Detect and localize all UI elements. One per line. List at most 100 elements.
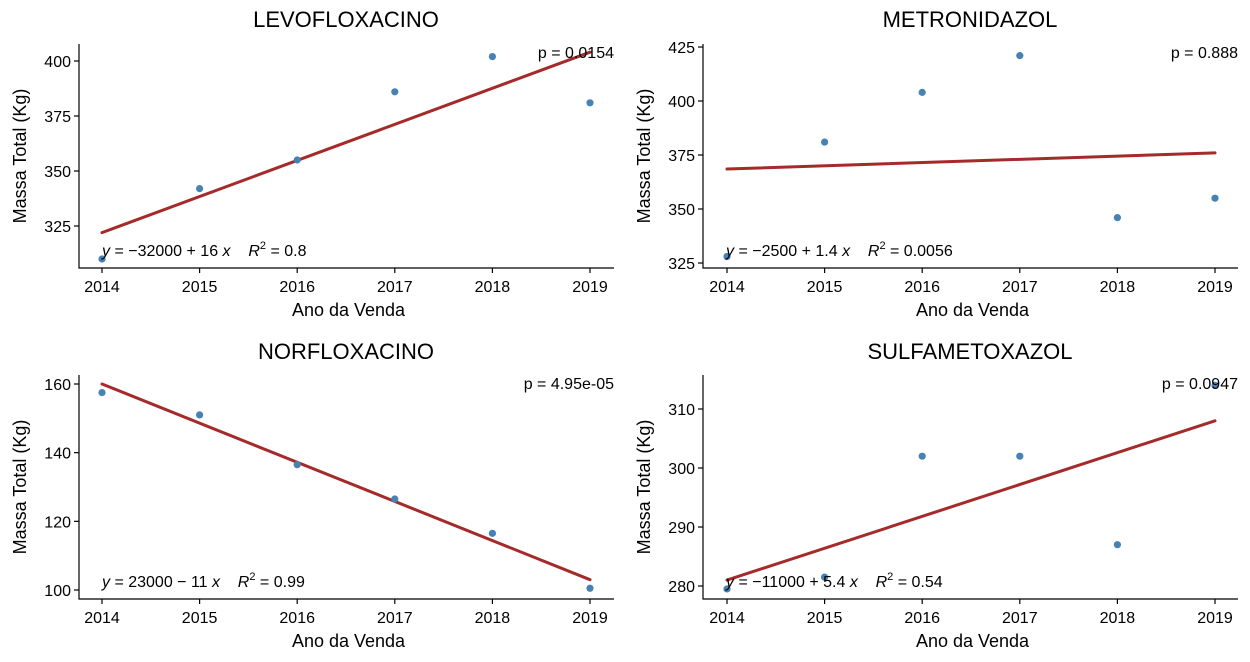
y-tick-label: 425 xyxy=(668,40,695,57)
y-tick-label: 350 xyxy=(44,164,71,181)
data-point xyxy=(488,529,496,537)
r-squared-exponent: 2 xyxy=(879,240,885,252)
y-axis-label: Massa Total (Kg) xyxy=(10,89,30,224)
r-squared-value: = 0.54 xyxy=(893,574,942,591)
x-tick-label: 2017 xyxy=(1002,279,1038,296)
chart-title: METRONIDAZOL xyxy=(883,7,1058,32)
equation-gap xyxy=(231,243,249,260)
x-axis-label: Ano da Venda xyxy=(292,300,406,320)
x-tick-label: 2015 xyxy=(182,279,218,296)
equation-y: y xyxy=(101,574,111,591)
x-tick-label: 2018 xyxy=(1100,610,1136,627)
data-point xyxy=(1211,381,1219,389)
equation-y: y xyxy=(725,243,735,260)
x-tick-label: 2017 xyxy=(377,279,413,296)
trend-line xyxy=(725,419,1217,582)
equation-x: x xyxy=(211,574,221,591)
data-point xyxy=(723,252,731,261)
x-tick-label: 2016 xyxy=(279,279,315,296)
x-tick-label: 2014 xyxy=(84,279,120,296)
r-squared-exponent: 2 xyxy=(249,571,255,583)
y-axis-label: Massa Total (Kg) xyxy=(10,420,30,555)
p-value-label: p = 0.0947 xyxy=(1162,376,1238,393)
equation-x: x xyxy=(841,243,851,260)
data-point xyxy=(1016,452,1024,460)
data-point xyxy=(98,388,106,397)
equation-body: = −11000 + 5.4 xyxy=(734,574,850,591)
equation-x: x xyxy=(222,243,232,260)
equation-gap xyxy=(858,574,876,591)
r-squared-value: = 0.8 xyxy=(266,243,307,260)
x-tick-label: 2019 xyxy=(572,610,608,627)
x-tick-label: 2017 xyxy=(377,610,413,627)
trend-line xyxy=(100,382,592,582)
data-point xyxy=(196,411,204,419)
y-tick-label: 140 xyxy=(44,446,71,463)
y-tick-label: 310 xyxy=(668,402,695,419)
y-axis-label: Massa Total (Kg) xyxy=(634,420,654,555)
x-tick-label: 2017 xyxy=(1002,610,1038,627)
data-point xyxy=(293,461,301,469)
x-tick-label: 2018 xyxy=(475,279,511,296)
x-tick-label: 2018 xyxy=(1100,279,1136,296)
equation-x: x xyxy=(849,574,859,591)
data-point xyxy=(1113,541,1121,549)
panel-1: LEVOFLOXACINO 2014 2015 2016 2017 2018 2019 325… xyxy=(10,7,614,320)
r-squared-exponent: 2 xyxy=(260,240,266,252)
equation-y: y xyxy=(725,574,735,591)
data-point xyxy=(723,585,731,593)
data-point xyxy=(98,255,106,263)
p-value-label: p = 0.888 xyxy=(1171,45,1238,62)
trend-line xyxy=(100,50,592,235)
data-point xyxy=(918,452,926,460)
y-axis-label: Massa Total (Kg) xyxy=(634,89,654,224)
r-squared-symbol: R xyxy=(248,243,260,260)
regression-equation: y = 23000 − 11 x R2 = 0.99 xyxy=(101,571,305,591)
r-squared-symbol: R xyxy=(876,574,888,591)
regression-equation: y = −11000 + 5.4 x R2 = 0.54 xyxy=(725,571,943,591)
equation-body: = −32000 + 16 xyxy=(110,243,223,260)
equation-body: = 23000 − 11 xyxy=(110,574,212,591)
y-tick-label: 375 xyxy=(668,148,695,165)
x-tick-label: 2019 xyxy=(1197,279,1233,296)
x-tick-label: 2014 xyxy=(709,279,745,296)
x-tick-label: 2019 xyxy=(1197,610,1233,627)
x-axis-label: Ano da Venda xyxy=(292,631,406,651)
x-tick-label: 2018 xyxy=(475,610,511,627)
data-point xyxy=(821,573,829,581)
x-tick-label: 2016 xyxy=(279,610,315,627)
x-axis-label: Ano da Venda xyxy=(916,300,1030,320)
r-squared-exponent: 2 xyxy=(887,571,893,583)
regression-equation: y = −32000 + 16 x R2 = 0.8 xyxy=(101,240,307,260)
p-value-label: p = 4.95e-05 xyxy=(524,376,614,393)
x-tick-label: 2015 xyxy=(182,610,218,627)
data-point xyxy=(488,53,496,61)
y-tick-label: 300 xyxy=(668,461,695,478)
y-tick-label: 325 xyxy=(44,219,71,236)
x-axis-label: Ano da Venda xyxy=(916,631,1030,651)
x-tick-label: 2019 xyxy=(572,279,608,296)
r-squared-value: = 0.99 xyxy=(255,574,304,591)
data-point xyxy=(1211,194,1219,202)
data-point xyxy=(918,88,926,96)
equation-y: y xyxy=(101,243,111,260)
trend-line xyxy=(725,151,1217,171)
y-tick-label: 160 xyxy=(44,377,71,394)
equation-body: = −2500 + 1.4 xyxy=(734,243,842,260)
r-squared-symbol: R xyxy=(868,243,880,260)
equation-gap xyxy=(850,243,868,260)
y-tick-label: 325 xyxy=(668,256,695,273)
data-point xyxy=(821,138,829,146)
data-point xyxy=(293,156,301,164)
y-tick-label: 290 xyxy=(668,520,695,537)
x-tick-label: 2014 xyxy=(84,610,120,627)
y-tick-label: 400 xyxy=(44,54,71,71)
r-squared-value: = 0.0056 xyxy=(886,243,953,260)
panel-3: NORFLOXACINO 2014 2015 2016 2017 2018 2019 100 1… xyxy=(10,339,614,651)
equation-gap xyxy=(220,574,238,591)
regression-equation: y = −2500 + 1.4 x R2 = 0.0056 xyxy=(725,240,953,260)
data-point xyxy=(391,495,399,503)
r-squared-symbol: R xyxy=(238,574,250,591)
data-point xyxy=(586,99,594,107)
